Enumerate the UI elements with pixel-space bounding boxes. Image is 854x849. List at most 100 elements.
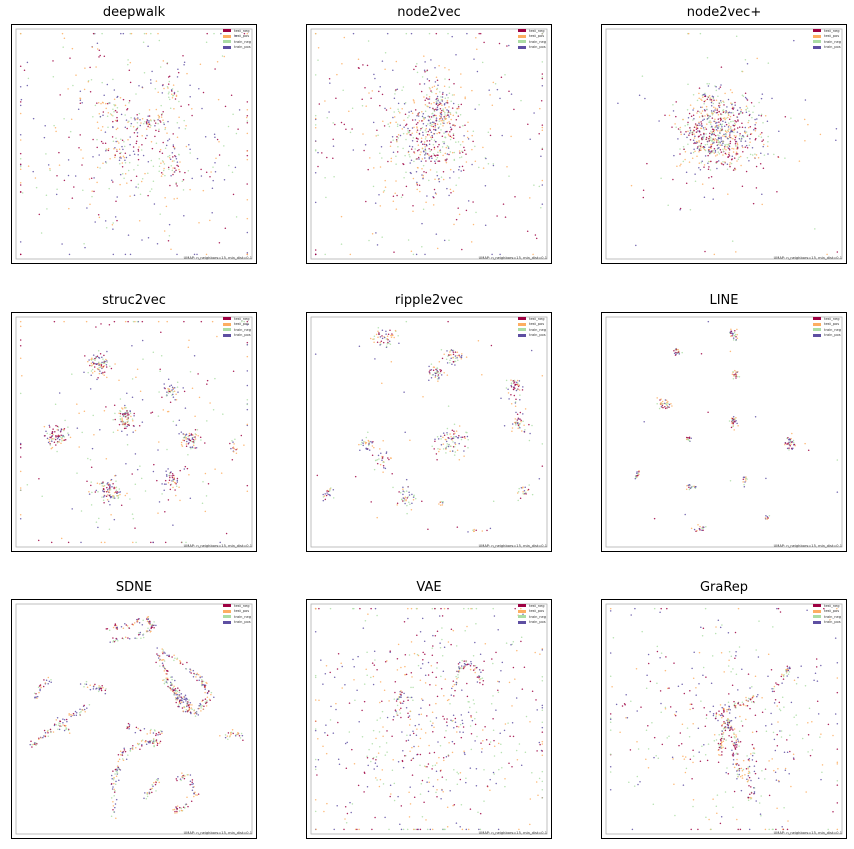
scatter-point-train-pos <box>722 142 724 145</box>
scatter-point-test-neg <box>175 701 177 704</box>
scatter-point-train-pos <box>446 362 449 364</box>
scatter-point-test-neg <box>155 129 157 132</box>
scatter-point-train-pos <box>420 141 422 143</box>
scatter-point-train-pos <box>408 491 410 494</box>
scatter-point-test-pos <box>733 429 735 431</box>
scatter-point-train-pos <box>142 154 145 157</box>
scatter-point-train-neg <box>141 177 144 180</box>
scatter-point-train-neg <box>232 113 234 115</box>
scatter-point-test-neg <box>391 472 393 475</box>
scatter-point-train-neg <box>126 411 128 413</box>
scatter-point-train-pos <box>120 157 122 159</box>
scatter-point-train-pos <box>230 447 232 450</box>
scatter-point-test-pos <box>156 741 158 744</box>
scatter-point-test-pos <box>729 162 731 164</box>
scatter-point-train-pos <box>451 450 454 452</box>
scatter-point-train-neg <box>153 741 155 744</box>
scatter-point-test-pos <box>182 439 184 441</box>
scatter-point-test-pos <box>164 196 166 199</box>
scatter-point-train-neg <box>431 374 434 376</box>
scatter-point-train-neg <box>448 92 451 94</box>
scatter-point-train-neg <box>458 177 460 179</box>
scatter-point-test-pos <box>755 154 758 156</box>
scatter-point-train-neg <box>178 691 181 693</box>
panel-title: node2vec <box>397 5 461 20</box>
plot-area: test_neg test_pos train_neg train_pos UMAP: … <box>11 24 257 264</box>
scatter-point-test-neg <box>181 707 184 709</box>
scatter-point-train-neg <box>481 61 484 64</box>
scatter-point-test-pos <box>101 125 104 128</box>
scatter-point-train-pos <box>761 193 763 196</box>
scatter-point-train-neg <box>131 378 134 380</box>
scatter-point-train-neg <box>703 102 705 105</box>
scatter-point-test-pos <box>70 713 72 716</box>
scatter-point-test-pos <box>124 636 127 638</box>
scatter-point-train-pos <box>148 120 150 122</box>
scatter-point-test-neg <box>130 179 132 182</box>
scatter-point-test-pos <box>199 675 201 678</box>
scatter-point-train-neg <box>45 153 47 155</box>
scatter-point-test-pos <box>481 373 483 376</box>
scatter-point-train-pos <box>417 828 419 831</box>
scatter-point-train-pos <box>176 161 179 163</box>
scatter-point-train-neg <box>314 758 317 761</box>
scatter-point-test-neg <box>194 436 196 438</box>
scatter-point-train-neg <box>461 150 463 152</box>
scatter-point-test-neg <box>92 32 95 35</box>
scatter-point-test-pos <box>699 525 701 528</box>
scatter-point-train-neg <box>492 695 494 697</box>
scatter-point-test-pos <box>115 128 118 131</box>
scatter-point-test-pos <box>409 718 412 720</box>
scatter-point-test-pos <box>791 432 793 435</box>
scatter-point-test-pos <box>713 139 716 141</box>
scatter-point-test-pos <box>395 208 398 210</box>
scatter-point-train-neg <box>733 122 736 125</box>
scatter-point-train-neg <box>200 705 202 708</box>
scatter-point-test-pos <box>423 55 425 57</box>
scatter-point-train-neg <box>121 173 124 175</box>
scatter-point-train-neg <box>442 448 445 450</box>
scatter-point-test-pos <box>314 699 317 701</box>
scatter-point-test-neg <box>19 152 22 155</box>
scatter-point-train-pos <box>102 490 104 492</box>
scatter-point-test-pos <box>735 416 737 419</box>
scatter-point-test-neg <box>117 753 120 756</box>
scatter-point-test-neg <box>159 150 161 153</box>
scatter-point-test-pos <box>178 486 180 489</box>
scatter-point-train-pos <box>677 138 679 140</box>
scatter-point-train-neg <box>439 372 441 374</box>
scatter-point-test-neg <box>246 115 249 117</box>
scatter-point-train-pos <box>447 147 450 149</box>
scatter-point-test-pos <box>176 197 178 200</box>
scatter-point-train-pos <box>740 110 742 113</box>
scatter-point-test-pos <box>411 112 414 115</box>
scatter-point-test-neg <box>206 383 208 385</box>
scatter-point-test-neg <box>387 160 389 163</box>
scatter-point-test-pos <box>735 148 738 150</box>
scatter-point-test-pos <box>63 320 65 323</box>
scatter-point-train-pos <box>95 489 98 492</box>
scatter-point-train-neg <box>119 398 122 400</box>
scatter-point-test-pos <box>713 129 716 132</box>
scatter-point-test-pos <box>723 147 726 150</box>
legend-label: test_neg <box>234 316 250 321</box>
scatter-point-test-neg <box>738 113 740 115</box>
umap-params-note: UMAP: n_neighbors=15, min_dist=0.1 <box>478 544 547 548</box>
scatter-point-train-neg <box>741 70 743 73</box>
scatter-point-test-pos <box>685 438 688 441</box>
scatter-point-train-neg <box>422 116 425 119</box>
scatter-point-train-pos <box>92 354 95 356</box>
scatter-point-test-neg <box>393 251 395 253</box>
scatter-point-test-pos <box>381 382 383 385</box>
scatter-point-train-neg <box>150 739 152 742</box>
scatter-point-test-pos <box>524 408 527 410</box>
scatter-point-test-neg <box>433 448 435 450</box>
scatter-point-test-pos <box>108 491 111 494</box>
scatter-point-test-neg <box>396 194 398 197</box>
scatter-point-train-pos <box>701 160 703 163</box>
scatter-point-train-neg <box>439 91 441 93</box>
scatter-point-train-pos <box>523 430 526 433</box>
scatter-point-train-pos <box>48 424 51 427</box>
scatter-point-test-neg <box>417 113 419 115</box>
scatter-point-train-neg <box>146 630 148 633</box>
